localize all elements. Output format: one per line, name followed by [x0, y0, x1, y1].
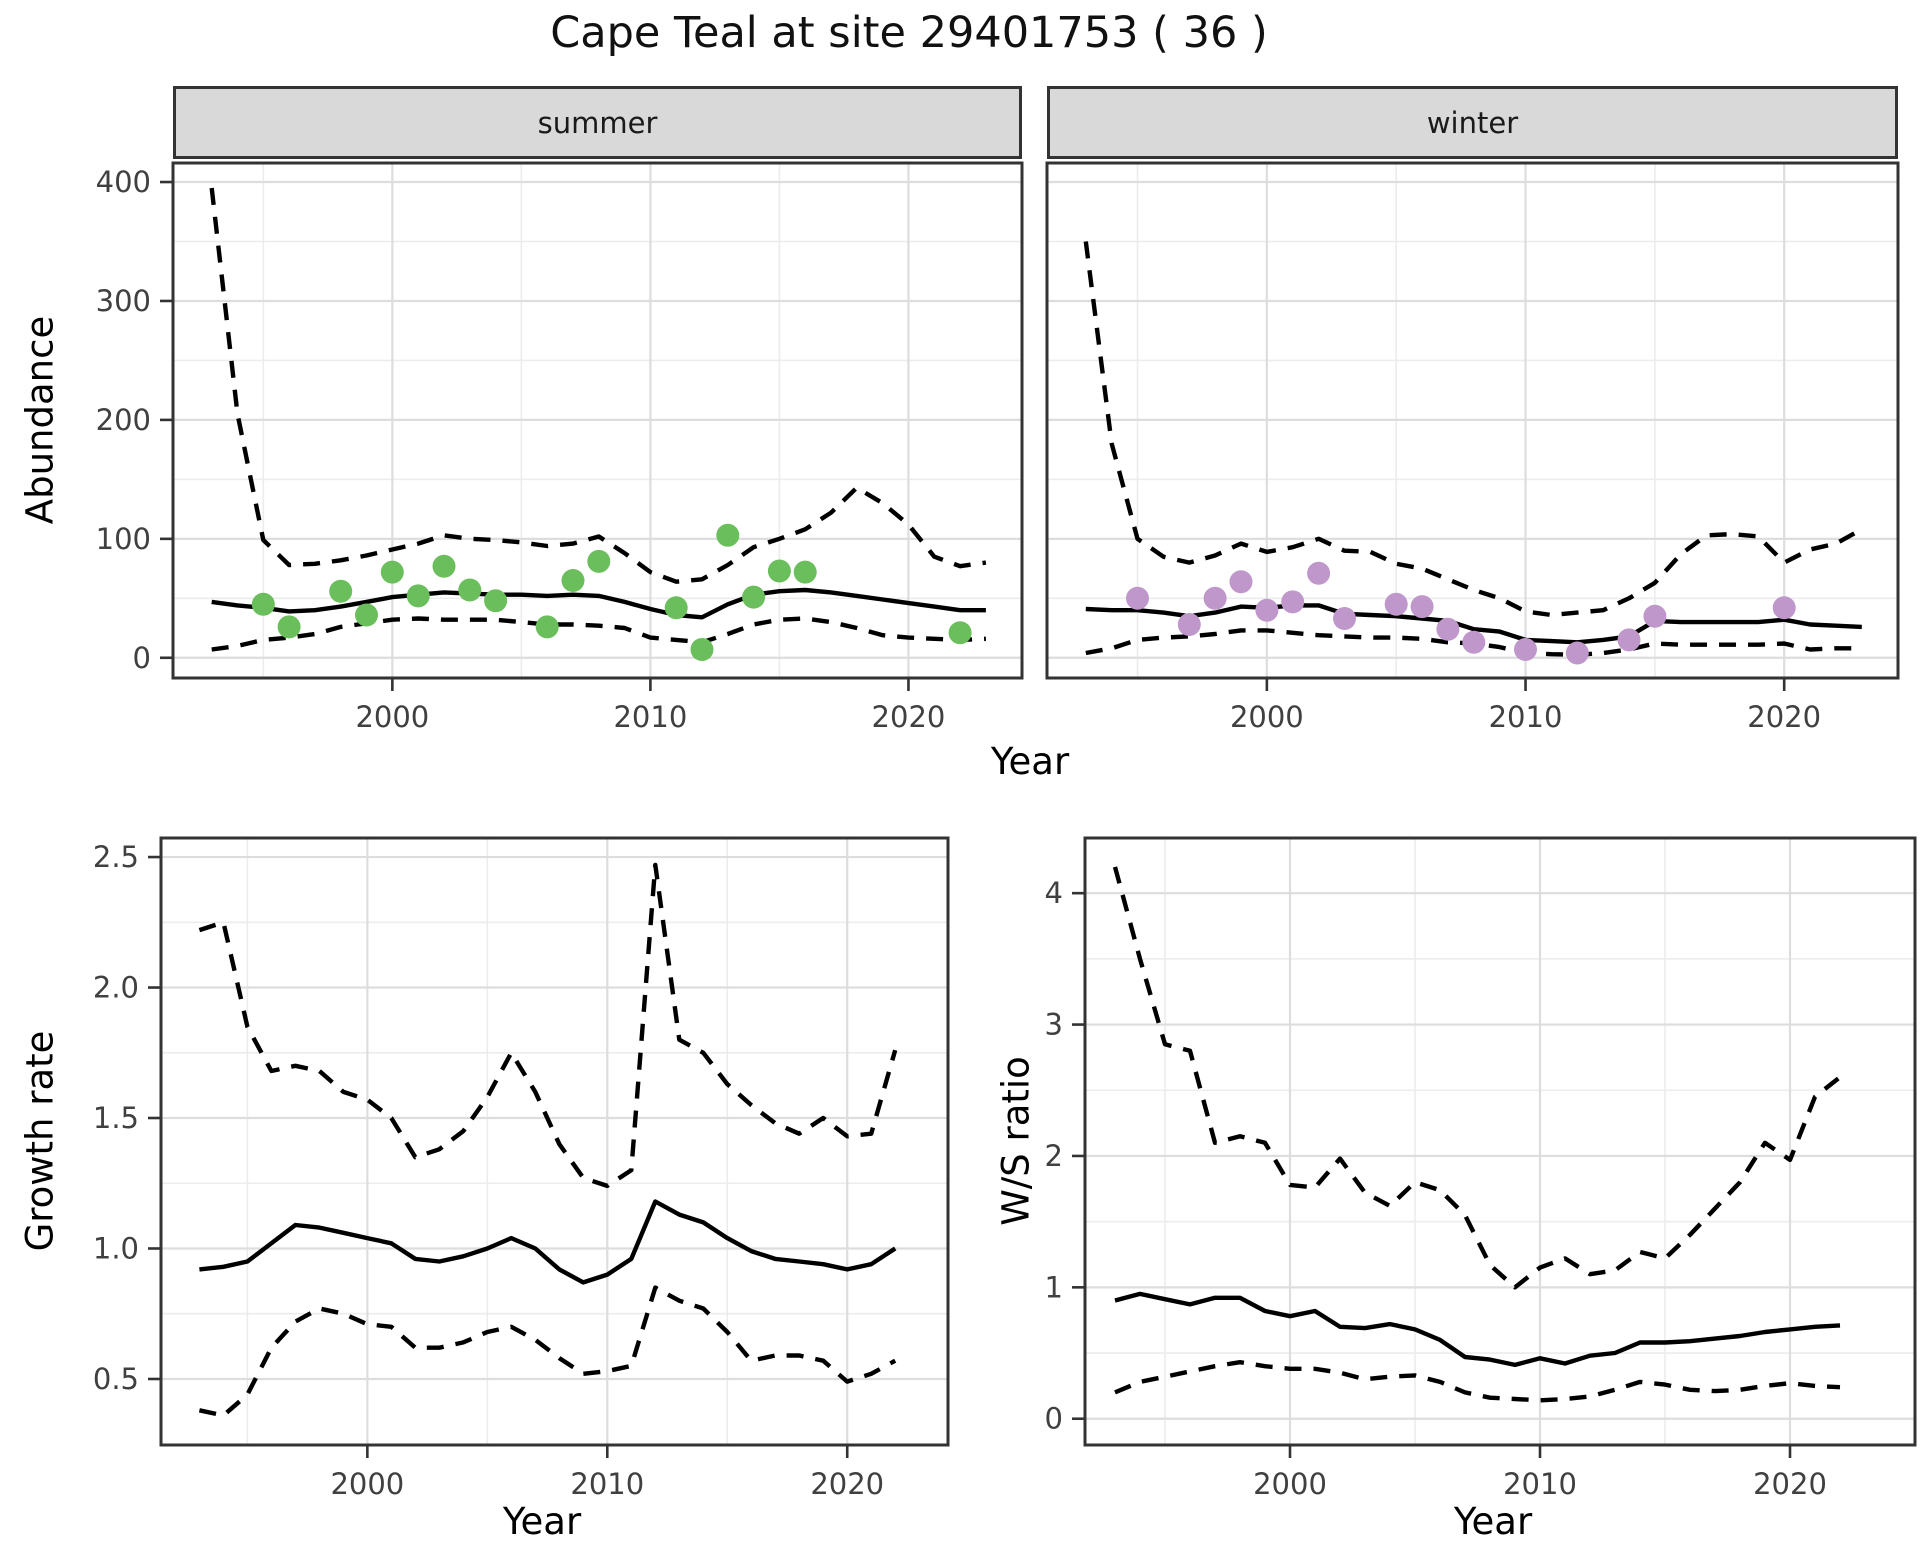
facet-strip-winter-label: winter [1426, 105, 1519, 140]
x-tick-label: 2020 [810, 1467, 884, 1501]
data-point [1384, 592, 1408, 616]
upper-ci-line [209, 187, 987, 584]
x-tick-label: 2010 [570, 1467, 644, 1501]
panel-border [159, 836, 950, 1447]
data-point [742, 585, 766, 609]
y-tick-label: 1.5 [93, 1101, 139, 1135]
fit-line [211, 587, 986, 620]
abundance-axis-title: Abundance [18, 315, 62, 525]
panel-border [171, 161, 1024, 680]
data-point [1281, 590, 1305, 614]
lower-ci-line [1114, 1360, 1841, 1403]
data-point [458, 578, 482, 602]
data-point [432, 554, 456, 578]
data-point [355, 603, 378, 627]
lower-ci-line [211, 616, 986, 652]
data-point [1462, 630, 1486, 654]
summer-abundance-panel: 2000 2010 2020 0 100 200 300 400 [96, 161, 1024, 734]
y-tick-label: 0.5 [93, 1362, 139, 1396]
data-point [1436, 617, 1460, 641]
x-tick-label: 2000 [330, 1467, 404, 1501]
panel-background [161, 838, 948, 1445]
facet-strip-summer: summer [173, 86, 1022, 159]
data-point [1229, 570, 1253, 594]
data-point [1643, 604, 1667, 628]
lower-ci-line [198, 1285, 897, 1418]
data-point [1772, 596, 1796, 620]
growth-rate-panel: 2000 2010 2020 0.5 1.0 1.5 2.0 2.5 [93, 836, 950, 1501]
data-point [329, 579, 353, 603]
data-point [1565, 641, 1589, 665]
y-tick-label: 1.0 [93, 1231, 139, 1265]
y-tick-label: 0 [133, 641, 151, 675]
data-point [561, 569, 585, 592]
y-tick-label: 2 [1045, 1139, 1063, 1173]
panel-border [1083, 836, 1917, 1447]
data-point [1177, 613, 1201, 636]
data-point [251, 592, 275, 616]
x-tick-label: 2010 [613, 700, 687, 734]
growth-year-axis-title: Year [502, 1500, 582, 1543]
data-point [1617, 628, 1641, 652]
data-point [380, 560, 404, 584]
data-point [587, 549, 611, 573]
data-point [484, 589, 508, 613]
winter-abundance-panel: 2000 2010 2020 [1045, 161, 1900, 734]
x-tick-label: 2020 [872, 700, 946, 734]
x-tick-label: 2010 [1503, 1467, 1577, 1501]
y-tick-label: 2.0 [93, 971, 139, 1005]
data-point [664, 596, 688, 620]
data-point [1255, 598, 1279, 622]
y-tick-label: 300 [96, 284, 151, 318]
data-point [1514, 638, 1537, 661]
y-tick-label: 1 [1045, 1270, 1063, 1304]
upper-ci-line [1112, 866, 1842, 1290]
data-point [767, 559, 791, 583]
panel-border [1045, 161, 1900, 680]
fit-line [1085, 603, 1862, 645]
y-tick-label: 200 [96, 403, 151, 437]
data-point [793, 560, 817, 584]
x-tick-label: 2000 [1253, 1467, 1327, 1501]
x-tick-label: 2010 [1489, 700, 1563, 734]
data-point [1410, 595, 1434, 619]
fit-line [1114, 1291, 1841, 1368]
y-tick-label: 0 [1045, 1402, 1063, 1436]
y-tick-label: 100 [96, 522, 151, 556]
upper-ci-line [198, 862, 898, 1189]
data-point [1126, 586, 1149, 610]
data-point [406, 584, 430, 608]
y-tick-label: 2.5 [93, 840, 139, 874]
x-tick-label: 2000 [1230, 700, 1304, 734]
facet-strip-summer-label: summer [537, 105, 658, 140]
ws-year-axis-title: Year [1453, 1500, 1533, 1543]
data-point [690, 638, 714, 661]
upper-ci-line [1083, 241, 1863, 618]
data-point [1333, 607, 1356, 630]
panel-background [1085, 838, 1915, 1445]
x-tick-label: 2000 [355, 700, 429, 734]
x-tick-label: 2020 [1747, 700, 1821, 734]
y-tick-label: 3 [1045, 1008, 1063, 1042]
growth-rate-axis-title: Growth rate [18, 1030, 62, 1252]
fit-line [199, 1199, 897, 1285]
y-tick-label: 4 [1045, 876, 1063, 910]
data-point [1203, 586, 1227, 610]
data-point [535, 615, 559, 639]
ws-ratio-panel: 2000 2010 2020 0 1 2 3 4 [1045, 836, 1917, 1501]
facet-strip-winter: winter [1047, 86, 1898, 159]
top-year-axis-title: Year [990, 740, 1070, 783]
x-tick-label: 2020 [1753, 1467, 1827, 1501]
data-point [716, 523, 740, 547]
ws-ratio-axis-title: W/S ratio [994, 1056, 1038, 1226]
data-point [277, 615, 301, 639]
data-point [1307, 561, 1331, 585]
data-point [948, 621, 972, 645]
plot-title: Cape Teal at site 29401753 ( 36 ) [550, 8, 1268, 58]
y-tick-label: 400 [96, 165, 151, 199]
